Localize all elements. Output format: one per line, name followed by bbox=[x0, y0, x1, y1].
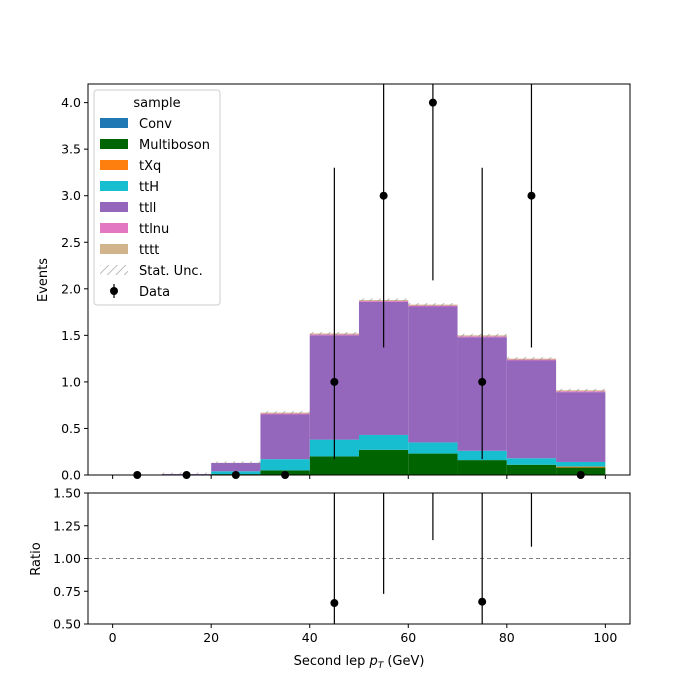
main-y-tick-label-5: 2.5 bbox=[61, 235, 81, 250]
data-point-4 bbox=[330, 377, 339, 386]
legend-label-stat-unc: Stat. Unc. bbox=[139, 264, 203, 279]
ratio-points bbox=[330, 597, 487, 608]
bar-multiboson-bin-5 bbox=[359, 449, 409, 475]
legend-swatch-tttt bbox=[100, 244, 128, 254]
x-tick-label-0: 0 bbox=[109, 630, 117, 645]
legend-swatch-multiboson bbox=[100, 139, 128, 149]
x-axis-label-subscript: T bbox=[378, 661, 385, 671]
bar-tth-bin-6 bbox=[408, 442, 458, 454]
ratio-panel-frame bbox=[87, 492, 631, 625]
ratio-y-axis: 0.50 0.75 1.00 1.25 1.50 bbox=[53, 486, 88, 632]
ratio-y-tick-label-3: 1.25 bbox=[53, 518, 81, 533]
main-y-tick-label-3: 1.5 bbox=[61, 328, 81, 343]
main-y-tick-label-8: 4.0 bbox=[61, 95, 81, 110]
bar-ttll-bin-3 bbox=[260, 414, 310, 460]
legend-label-txq: tXq bbox=[139, 159, 161, 174]
bar-tth-bin-3 bbox=[260, 459, 310, 471]
x-axis: 0 20 40 60 80 100 bbox=[109, 624, 617, 645]
main-x-ticks bbox=[112, 475, 606, 479]
legend-label-data: Data bbox=[139, 285, 170, 300]
bar-multiboson-bin-4 bbox=[309, 456, 359, 475]
main-y-axis-label: Events bbox=[36, 258, 51, 302]
legend-swatch-conv bbox=[100, 118, 128, 128]
bar-ttll-bin-8 bbox=[506, 360, 557, 459]
bar-multiboson-bin-6 bbox=[408, 453, 458, 475]
bar-ttll-bin-2 bbox=[211, 462, 261, 472]
legend: sample Conv Multiboson tXq ttH ttll ttlnu tttt… bbox=[93, 89, 221, 306]
main-y-tick-label-2: 1.0 bbox=[61, 374, 81, 389]
ratio-y-axis-label: Ratio bbox=[29, 542, 44, 575]
ratio-y-tick-label-1: 0.75 bbox=[53, 584, 81, 599]
legend-label-ttll: ttll bbox=[139, 201, 156, 216]
ratio-point-0 bbox=[330, 599, 339, 608]
main-panel: 0.0 0.5 1.0 1.5 2.0 2.5 3.0 3.5 4.0 Events bbox=[36, 83, 631, 483]
ratio-error-bars bbox=[333, 493, 533, 624]
ratio-panel: 0.50 0.75 1.00 1.25 1.50 0 20 40 60 80 100 Ratio bbox=[29, 486, 631, 645]
legend-swatch-tth bbox=[100, 181, 128, 191]
legend-swatch-ttll bbox=[100, 202, 128, 212]
bar-ttll-bin-6 bbox=[408, 306, 458, 443]
main-panel-frame bbox=[87, 83, 631, 476]
stat-unc-bin-6 bbox=[408, 303, 458, 307]
data-point-8 bbox=[527, 191, 536, 200]
legend-label-ttlnu: ttlnu bbox=[139, 222, 169, 237]
bar-ttll-bin-9 bbox=[556, 392, 606, 462]
ratio-point-1 bbox=[478, 597, 487, 606]
main-y-tick-label-7: 3.5 bbox=[61, 142, 81, 157]
main-y-axis: 0.0 0.5 1.0 1.5 2.0 2.5 3.0 3.5 4.0 bbox=[61, 95, 88, 483]
x-axis-label-unit: (GeV) bbox=[387, 654, 424, 669]
data-point-7 bbox=[478, 377, 487, 386]
legend-label-tth: ttH bbox=[139, 180, 159, 195]
x-tick-label-2: 40 bbox=[302, 630, 318, 645]
stat-unc-bin-8 bbox=[506, 357, 557, 361]
ratio-y-tick-label-2: 1.00 bbox=[53, 551, 81, 566]
x-tick-label-3: 60 bbox=[400, 630, 416, 645]
bar-txq-bin-9 bbox=[556, 466, 606, 468]
data-point-5 bbox=[379, 191, 388, 200]
main-y-tick-label-0: 0.0 bbox=[61, 468, 81, 483]
ratio-y-tick-label-0: 0.50 bbox=[53, 617, 81, 632]
x-axis-label: Second lep pT (GeV) bbox=[294, 654, 425, 671]
legend-label-tttt: tttt bbox=[139, 243, 159, 258]
main-y-tick-label-6: 3.0 bbox=[61, 188, 81, 203]
bar-tth-bin-5 bbox=[359, 434, 409, 450]
x-tick-label-5: 100 bbox=[593, 630, 617, 645]
legend-swatch-data bbox=[110, 287, 118, 295]
stat-unc-bin-9 bbox=[556, 388, 606, 392]
x-axis-label-text: Second lep bbox=[294, 654, 366, 669]
bar-tth-bin-8 bbox=[506, 458, 557, 465]
main-y-tick-label-4: 2.0 bbox=[61, 281, 81, 296]
bar-tth-bin-9 bbox=[556, 461, 606, 467]
x-axis-label-symbol: p bbox=[369, 654, 378, 669]
stat-unc-bin-3 bbox=[260, 411, 310, 415]
x-tick-label-1: 20 bbox=[203, 630, 219, 645]
stat-unc-bin-2 bbox=[211, 461, 261, 465]
data-points bbox=[133, 84, 585, 479]
legend-label-conv: Conv bbox=[139, 117, 172, 132]
bar-multiboson-bin-8 bbox=[506, 464, 557, 475]
x-tick-label-4: 80 bbox=[499, 630, 515, 645]
legend-items: Conv Multiboson tXq ttH ttll ttlnu tttt Stat. U… bbox=[100, 117, 210, 300]
bar-multiboson-bin-7 bbox=[457, 460, 507, 475]
ratio-y-tick-label-4: 1.50 bbox=[53, 486, 81, 501]
legend-swatch-txq bbox=[100, 160, 128, 170]
legend-title: sample bbox=[133, 96, 180, 111]
data-point-6 bbox=[428, 98, 437, 107]
legend-swatch-ttlnu bbox=[100, 223, 128, 233]
legend-swatch-stat-unc bbox=[100, 265, 128, 275]
legend-label-multiboson: Multiboson bbox=[139, 138, 210, 153]
main-y-tick-label-1: 0.5 bbox=[61, 421, 81, 436]
